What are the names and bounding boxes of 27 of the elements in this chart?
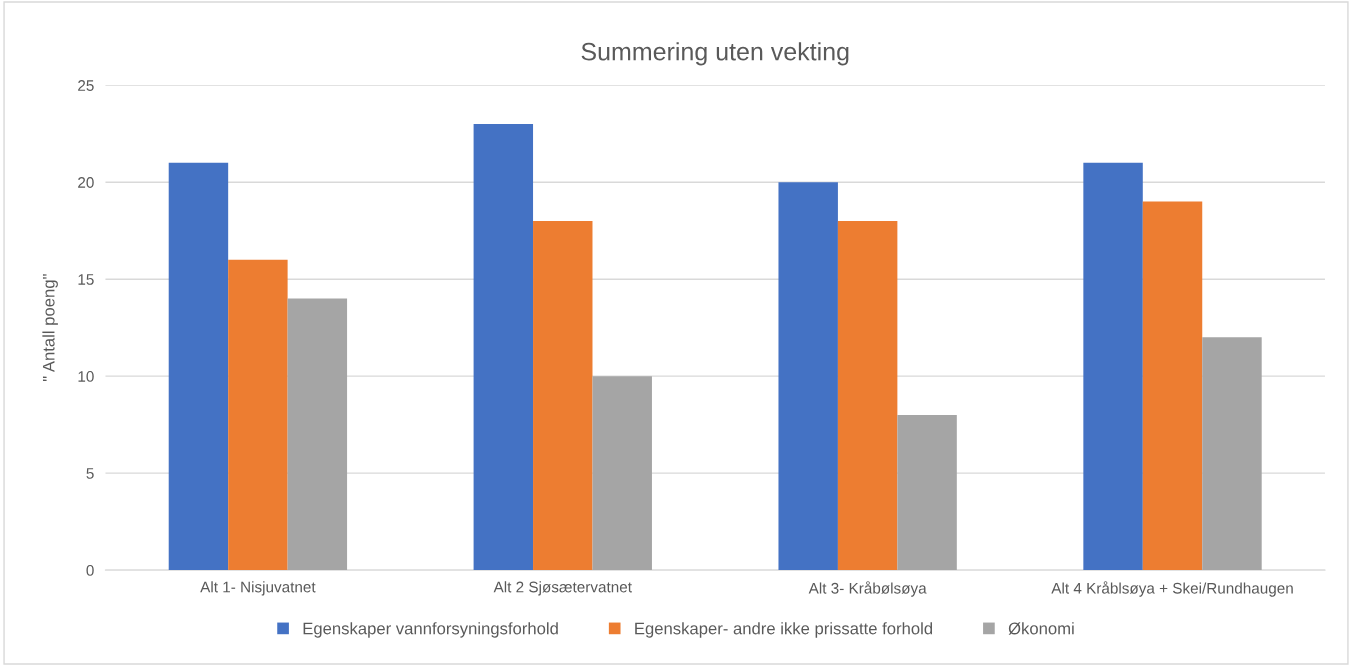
y-tick-label: 25 — [78, 80, 94, 91]
bar — [837, 221, 898, 571]
chart-title: Summering uten vekting — [581, 42, 849, 66]
y-tick-label: 15 — [78, 274, 94, 285]
y-axis-title: " Antall poeng" — [42, 274, 58, 382]
x-tick-label: Alt 2 Sjøsætervatnet — [493, 581, 632, 596]
y-tick-label: 0 — [86, 564, 94, 576]
bar — [1202, 337, 1262, 571]
x-tick-label: Alt 4 Kråblsøya + Skei/Rundhaugen — [1051, 581, 1293, 597]
bar — [592, 376, 652, 571]
bar — [1083, 162, 1143, 571]
y-tick-label: 5 — [86, 468, 94, 479]
y-tick-label: 10 — [78, 371, 94, 382]
bar — [533, 221, 593, 571]
bar — [287, 298, 348, 571]
bar — [168, 162, 229, 571]
bar — [228, 259, 288, 571]
x-tick-label: Alt 3- Kråbølsøya — [808, 581, 927, 597]
x-tick-label: Alt 1- Nisjuvatnet — [200, 581, 316, 596]
bar — [778, 182, 838, 571]
bar — [897, 414, 957, 571]
y-tick-label: 20 — [78, 177, 94, 188]
bar — [473, 124, 534, 571]
bar — [1142, 201, 1203, 571]
legend-label: Økonomi — [1008, 622, 1074, 635]
legend-label: Egenskaper- andre ikke prissatte forhold — [635, 622, 933, 638]
legend-label: Egenskaper vannforsyningsforhold — [303, 622, 558, 638]
